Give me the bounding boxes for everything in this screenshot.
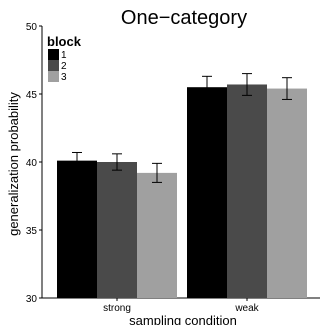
- legend-swatch-2: [48, 60, 59, 71]
- bar-weak-block-2: [227, 84, 267, 298]
- legend-swatch-3: [48, 71, 59, 82]
- y-tick-label: 40: [26, 158, 38, 169]
- legend-swatch-1: [48, 49, 59, 60]
- legend: block 123: [47, 34, 82, 83]
- y-axis-title: generalization probability: [6, 92, 21, 236]
- bar-strong-block-3: [137, 172, 177, 298]
- legend-title: block: [47, 34, 82, 49]
- y-tick-label: 45: [26, 90, 38, 101]
- bar-weak-block-3: [267, 88, 307, 298]
- chart-title: One−category: [121, 7, 247, 29]
- x-axis-title: sampling condition: [129, 313, 237, 325]
- y-tick-label: 30: [26, 294, 38, 305]
- x-tick-label-strong: strong: [103, 303, 131, 314]
- bar-strong-block-1: [57, 160, 97, 298]
- bar-weak-block-1: [187, 87, 227, 298]
- y-tick-label: 35: [26, 226, 38, 237]
- x-tick-label-weak: weak: [234, 303, 259, 314]
- legend-label-2: 2: [61, 61, 67, 72]
- legend-label-1: 1: [61, 50, 67, 61]
- legend-label-3: 3: [61, 72, 67, 83]
- plot-area: 30 35 40 45 50 strong weak: [26, 22, 320, 314]
- bar-strong-block-2: [97, 162, 137, 298]
- y-tick-label: 50: [26, 22, 38, 33]
